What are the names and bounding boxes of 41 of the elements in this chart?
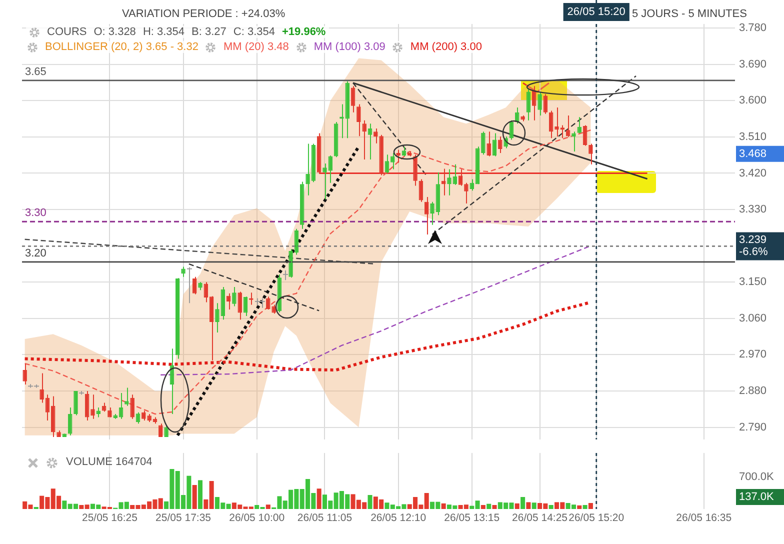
text: MM (100) 3.09 bbox=[314, 41, 386, 53]
x-tick-label: 26/05 14:25 bbox=[512, 512, 568, 524]
annotation: +19.96% bbox=[282, 26, 326, 38]
annotation: C: 3.354 bbox=[233, 26, 275, 38]
x-tick-label: 26/05 11:05 bbox=[297, 512, 352, 524]
x-tick-label: 25/05 16:25 bbox=[82, 512, 138, 524]
text: MM (20) 3.48 bbox=[223, 41, 289, 53]
ref-line-label: 3.20 bbox=[25, 247, 46, 260]
y-tick-label: 3.600 bbox=[739, 94, 767, 107]
annotation: COURS bbox=[47, 26, 87, 38]
y-tick-label: 3.060 bbox=[739, 312, 767, 324]
annotation: B: 3.27 bbox=[192, 26, 226, 38]
x-tick-label: 26/05 13:15 bbox=[444, 512, 500, 524]
chart-title: VOLUME 164704 bbox=[66, 456, 152, 468]
annotation: O: 3.328 bbox=[94, 26, 136, 38]
text: 5 JOURS - 5 MINUTES bbox=[632, 8, 747, 20]
ref-line-label: 26/05 15:20 bbox=[567, 6, 626, 18]
annotation: H: 3.354 bbox=[142, 26, 185, 38]
text: 137.0K bbox=[739, 491, 775, 504]
chart-subtitle: VARIATION PERIODE : +24.03% bbox=[122, 8, 286, 20]
x-tick-label: 26/05 16:35 bbox=[676, 512, 732, 524]
text: 3.468 bbox=[739, 148, 767, 160]
y-tick-label: 3.510 bbox=[739, 130, 767, 143]
text: MM (200) 3.00 bbox=[410, 41, 482, 53]
x-tick-label: 26/05 10:00 bbox=[229, 512, 285, 524]
ref-line-label: 3.239 -6.6% bbox=[739, 234, 768, 258]
ref-line-label: 3.65 bbox=[25, 66, 46, 78]
y-tick-label: 2.790 bbox=[739, 421, 767, 434]
y-tick-label: 3.780 bbox=[739, 22, 767, 34]
x-tick-label: 26/05 12:10 bbox=[370, 512, 426, 524]
y-tick-label: 3.420 bbox=[739, 167, 767, 180]
x-tick-label: 25/05 17:35 bbox=[156, 512, 212, 524]
x-tick-label: 26/05 15:20 bbox=[568, 512, 624, 524]
y-tick-label: 3.690 bbox=[739, 58, 767, 70]
y-tick-label: 3.330 bbox=[739, 204, 767, 216]
ref-line-label: 3.30 bbox=[25, 207, 46, 220]
annotation: BOLLINGER (20, 2) 3.65 - 3.32 bbox=[45, 41, 198, 53]
y-tick-label: 2.970 bbox=[739, 348, 767, 361]
y-tick-label: 2.880 bbox=[739, 385, 767, 398]
text: 700.0K bbox=[739, 471, 775, 484]
y-tick-label: 3.150 bbox=[739, 276, 767, 288]
